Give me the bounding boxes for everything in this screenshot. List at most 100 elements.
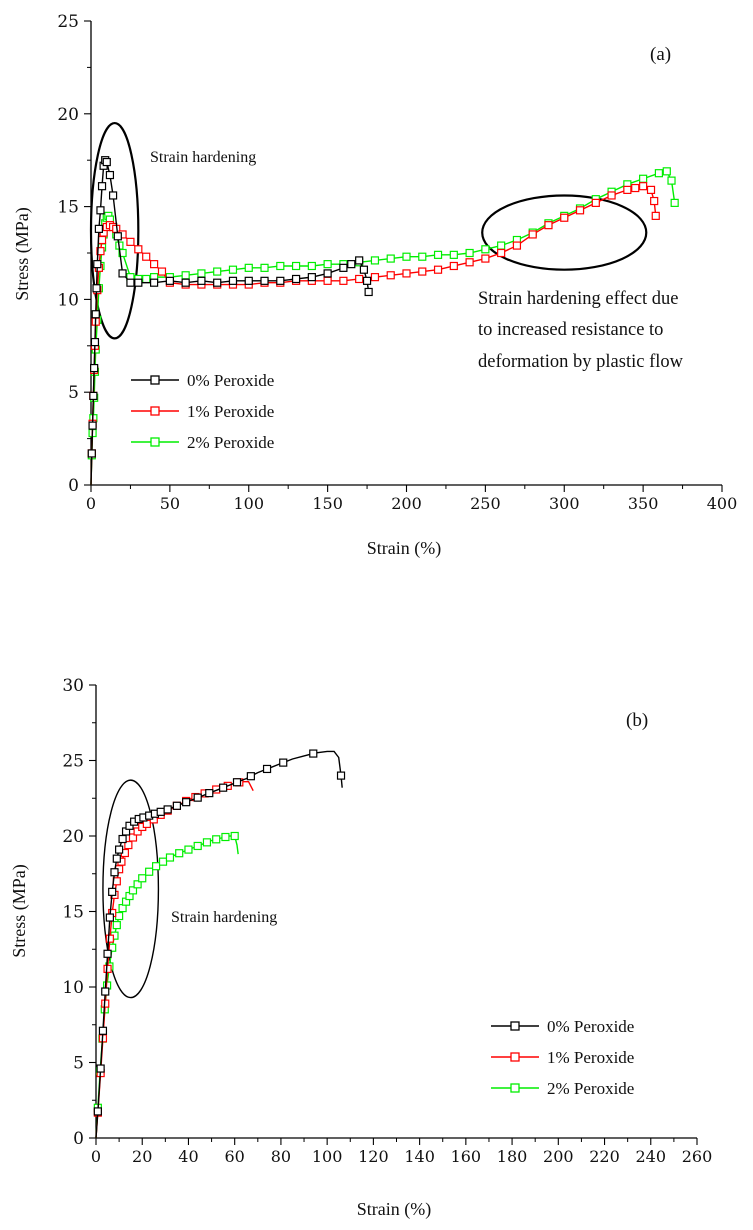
data-marker	[175, 849, 184, 858]
data-marker	[481, 254, 490, 263]
legend-label: 2% Peroxide	[547, 1079, 634, 1098]
legend-item: 1% Peroxide	[491, 1048, 634, 1067]
legend-item: 0% Peroxide	[131, 371, 274, 390]
data-marker	[607, 191, 616, 200]
data-marker	[386, 271, 395, 280]
data-marker	[246, 772, 255, 781]
x-tick-label: 300	[549, 494, 580, 513]
data-marker	[118, 269, 127, 278]
data-marker	[591, 198, 600, 207]
data-marker	[307, 273, 316, 282]
data-marker	[134, 245, 143, 254]
legend-label: 1% Peroxide	[187, 402, 274, 421]
legend-item: 1% Peroxide	[131, 402, 274, 421]
x-tick-label: 200	[391, 494, 422, 513]
x-tick-label: 0	[91, 1147, 101, 1166]
data-marker	[651, 211, 660, 220]
x-tick-label: 200	[543, 1147, 574, 1166]
legend-marker	[510, 1021, 520, 1031]
data-marker	[575, 206, 585, 215]
data-marker	[307, 261, 316, 271]
data-marker	[512, 241, 522, 250]
annotation-ellipses-b	[102, 779, 160, 999]
data-marker	[213, 267, 222, 276]
data-marker	[418, 267, 427, 276]
data-marker	[91, 310, 100, 319]
x-tick-label: 220	[589, 1147, 620, 1166]
data-marker	[103, 949, 112, 958]
data-marker	[184, 845, 193, 854]
series-1-peroxide	[93, 778, 254, 1139]
data-marker	[138, 874, 147, 883]
data-marker	[355, 256, 364, 265]
data-marker	[276, 261, 285, 271]
data-marker	[291, 261, 301, 271]
data-marker	[134, 278, 143, 287]
x-tick-label: 20	[132, 1147, 152, 1166]
data-marker	[336, 771, 346, 780]
y-tick-label: 0	[68, 476, 79, 496]
data-marker	[323, 276, 332, 285]
y-tick-label: 25	[62, 752, 84, 772]
data-marker	[93, 260, 102, 269]
data-marker	[105, 170, 115, 180]
data-marker	[124, 840, 133, 850]
data-marker	[654, 169, 664, 178]
annotation-ellipses-a	[89, 121, 648, 340]
data-marker	[449, 250, 458, 259]
x-tick-label: 150	[312, 494, 343, 513]
data-marker	[339, 263, 348, 272]
data-marker	[213, 278, 222, 287]
data-marker	[96, 247, 105, 256]
data-marker	[108, 887, 117, 896]
x-tick-label: 400	[707, 494, 738, 513]
data-marker	[172, 801, 182, 810]
data-marker	[152, 862, 161, 871]
data-marker	[93, 1107, 102, 1116]
annotation-ellipse	[102, 779, 160, 999]
data-marker	[145, 867, 154, 876]
data-marker	[276, 276, 285, 285]
legend-a: 0% Peroxide 1% Peroxide 2% Peroxide	[131, 371, 274, 452]
data-marker	[197, 276, 206, 285]
data-marker	[133, 827, 142, 836]
data-marker	[150, 260, 159, 269]
x-tick-label: 140	[404, 1147, 435, 1166]
legend-label: 2% Peroxide	[187, 433, 274, 452]
y-tick-label: 15	[62, 903, 84, 923]
x-tick-label: 250	[470, 494, 501, 513]
data-marker	[631, 183, 640, 193]
legend-marker	[150, 406, 160, 416]
data-marker	[623, 185, 632, 194]
x-tick-label: 60	[225, 1147, 245, 1166]
data-marker	[228, 265, 238, 274]
data-marker	[449, 261, 458, 271]
data-marker	[115, 911, 124, 921]
data-marker	[118, 248, 127, 258]
y-axis-title-a: Stress (MPa)	[12, 207, 33, 301]
y-tick-label: 20	[62, 827, 84, 847]
data-marker	[105, 913, 114, 922]
data-marker	[108, 191, 118, 200]
x-tick-label: 350	[628, 494, 659, 513]
data-marker	[97, 235, 107, 245]
data-marker	[228, 276, 238, 285]
data-marker	[92, 284, 101, 293]
data-marker	[125, 821, 134, 830]
y-tick-label: 0	[73, 1129, 84, 1149]
data-marker	[181, 271, 190, 280]
data-marker	[465, 258, 474, 267]
y-tick-label: 25	[57, 12, 79, 32]
data-marker	[260, 263, 269, 272]
legend-item: 2% Peroxide	[131, 433, 274, 452]
data-marker	[94, 224, 103, 233]
data-marker	[118, 834, 127, 844]
data-marker	[142, 274, 151, 284]
data-marker	[232, 778, 242, 787]
data-marker	[181, 278, 190, 287]
legend-marker	[510, 1052, 520, 1062]
data-marker	[197, 269, 206, 278]
data-marker	[96, 206, 105, 215]
data-marker	[433, 265, 443, 274]
data-marker	[142, 252, 151, 261]
